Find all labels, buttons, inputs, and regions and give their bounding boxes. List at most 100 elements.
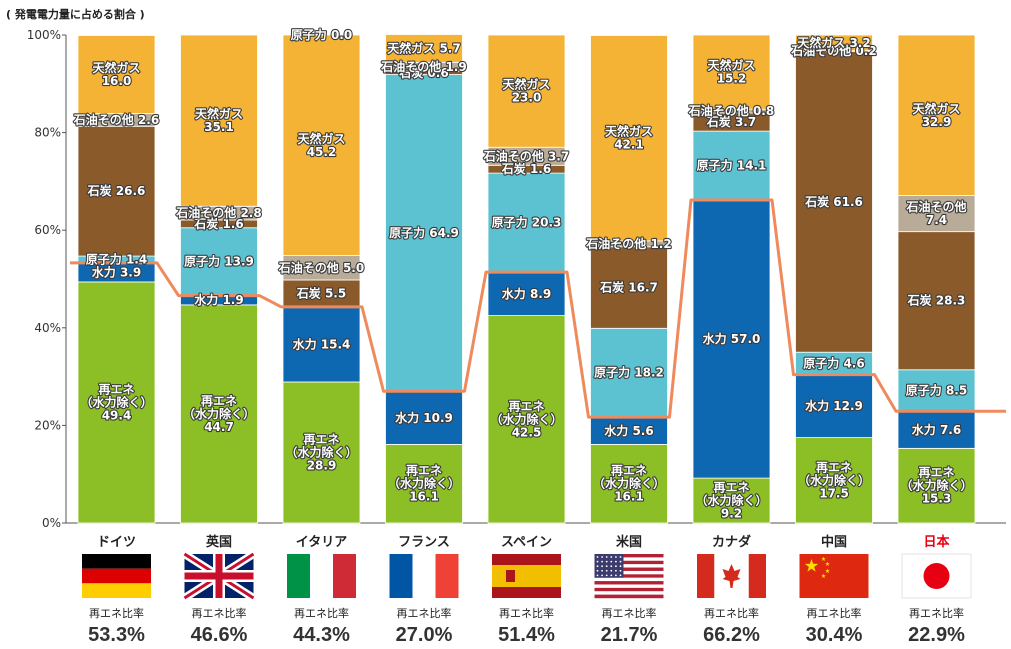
segment-label-renewable: 42.5 bbox=[512, 425, 542, 439]
renewable-ratio-value: 51.4% bbox=[498, 624, 555, 646]
flag-star bbox=[615, 560, 617, 563]
segment-label-hydro: 水力 12.9 bbox=[805, 398, 863, 413]
flag-part bbox=[697, 554, 715, 598]
flag-star bbox=[615, 565, 617, 568]
y-tick-label: 40% bbox=[34, 321, 61, 335]
bar-segment-gas bbox=[795, 34, 873, 52]
segment-label-renewable: （水力除く） bbox=[593, 476, 665, 491]
flag-part bbox=[594, 564, 664, 568]
segment-label-renewable: 28.9 bbox=[307, 458, 337, 472]
segment-label-gas: 16.0 bbox=[102, 74, 132, 88]
segment-label-gas: 天然ガス bbox=[707, 58, 755, 73]
bar-segment-gas bbox=[692, 34, 771, 110]
bar-segment-hydro bbox=[897, 410, 976, 449]
flag-part bbox=[389, 554, 413, 598]
flag-star bbox=[605, 565, 608, 568]
y-tick-label: 0% bbox=[42, 516, 61, 530]
bar-segment-coal bbox=[282, 279, 361, 308]
segment-label-renewable: 再エネ bbox=[508, 399, 544, 413]
flag-part bbox=[594, 591, 664, 595]
segment-label-gas: 天然ガス bbox=[912, 101, 960, 116]
flag-part bbox=[310, 554, 333, 598]
y-tick-label: 60% bbox=[34, 223, 61, 237]
chart-title: ( 発電電力量に占める割合 ) bbox=[6, 7, 145, 21]
france-flag bbox=[389, 554, 459, 598]
segment-label-renewable: （水力除く） bbox=[80, 394, 152, 409]
segment-label-coal: 石炭 61.6 bbox=[804, 194, 863, 209]
flag-star bbox=[601, 556, 603, 558]
segment-label-nuclear: 原子力 8.5 bbox=[906, 383, 967, 398]
flag-part bbox=[82, 568, 151, 584]
bar-segment-hydro bbox=[795, 374, 873, 439]
flag-part bbox=[594, 554, 624, 578]
bar-segment-oil bbox=[282, 255, 361, 281]
bar-segment-coal bbox=[795, 51, 873, 353]
segment-label-renewable: 9.2 bbox=[721, 507, 742, 521]
bar-segment-coal bbox=[77, 125, 156, 257]
segment-label-renewable: 再エネ bbox=[98, 382, 134, 396]
flag-star bbox=[596, 556, 599, 558]
renewable-ratio-value: 22.9% bbox=[908, 624, 965, 646]
segment-label-oil: 石油その他 2.8 bbox=[175, 205, 261, 220]
flag-border bbox=[901, 553, 972, 599]
flag-part bbox=[594, 560, 664, 565]
country-name: ドイツ bbox=[97, 535, 136, 550]
flag-star bbox=[610, 556, 613, 558]
renewable-ratio-value: 46.6% bbox=[191, 624, 248, 646]
flag-star bbox=[610, 574, 613, 577]
renewable-ratio-label: 再エネ比率 bbox=[704, 606, 759, 620]
bar-segment-renewable bbox=[180, 304, 258, 524]
flag-star bbox=[601, 569, 603, 572]
flag-part bbox=[799, 554, 869, 598]
segment-label-gas: 42.1 bbox=[614, 138, 644, 152]
segment-label-hydro: 水力 1.9 bbox=[194, 292, 243, 307]
segment-label-renewable: 再エネ bbox=[611, 464, 647, 478]
flag-star bbox=[615, 574, 617, 577]
japan-flag bbox=[901, 553, 972, 599]
flag-star bbox=[615, 569, 617, 572]
y-tick-label: 80% bbox=[34, 126, 61, 140]
bar-segment-coal bbox=[897, 231, 976, 371]
segment-label-nuclear: 原子力 18.2 bbox=[594, 365, 664, 380]
flag-star bbox=[825, 568, 830, 573]
renewable-ratio-label: 再エネ比率 bbox=[89, 606, 144, 620]
usa-flag bbox=[594, 554, 664, 599]
flag-star bbox=[601, 565, 603, 568]
segment-label-hydro: 水力 3.9 bbox=[92, 264, 141, 279]
flag-star bbox=[615, 556, 617, 558]
segment-label-nuclear: 原子力 13.9 bbox=[184, 254, 254, 269]
segment-label-renewable: （水力除く） bbox=[183, 406, 255, 421]
spain-emblem bbox=[506, 570, 515, 582]
segment-label-nuclear: 原子力 4.6 bbox=[803, 355, 864, 370]
bar-segment-renewable bbox=[795, 437, 873, 524]
flag-star bbox=[605, 560, 608, 563]
bar-segment-hydro bbox=[487, 271, 566, 316]
bar-segment-hydro bbox=[282, 306, 361, 383]
flag-part bbox=[82, 583, 151, 598]
flag-star bbox=[619, 556, 622, 558]
bar-segment-oil bbox=[897, 195, 976, 233]
segment-label-renewable: 44.7 bbox=[204, 420, 234, 434]
segment-label-gas: 天然ガス 5.7 bbox=[387, 40, 460, 55]
renewable-ratio-label: 再エネ比率 bbox=[807, 606, 862, 620]
flag-star bbox=[610, 569, 613, 572]
segment-label-gas: 天然ガス bbox=[605, 124, 653, 139]
bar-segment-renewable bbox=[282, 381, 361, 524]
segment-label-hydro: 水力 15.4 bbox=[293, 336, 351, 351]
flag-part bbox=[594, 557, 664, 561]
segment-label-coal: 石炭 1.6 bbox=[501, 161, 551, 176]
bar-segment-nuclear bbox=[590, 327, 668, 418]
flag-part bbox=[594, 594, 664, 599]
uk-flag bbox=[182, 550, 256, 602]
renewable-ratio-value: 44.3% bbox=[293, 624, 350, 646]
segment-label-coal: 石炭 3.7 bbox=[706, 114, 756, 129]
segment-label-oil: 石油その他 1.9 bbox=[380, 59, 466, 74]
bar-segment-gas bbox=[590, 35, 668, 242]
bar-segment-nuclear bbox=[180, 227, 258, 296]
spain-flag bbox=[492, 554, 561, 598]
segment-label-gas: 35.1 bbox=[204, 120, 234, 134]
segment-label-gas: 32.9 bbox=[922, 115, 952, 129]
flag-star bbox=[601, 560, 603, 563]
